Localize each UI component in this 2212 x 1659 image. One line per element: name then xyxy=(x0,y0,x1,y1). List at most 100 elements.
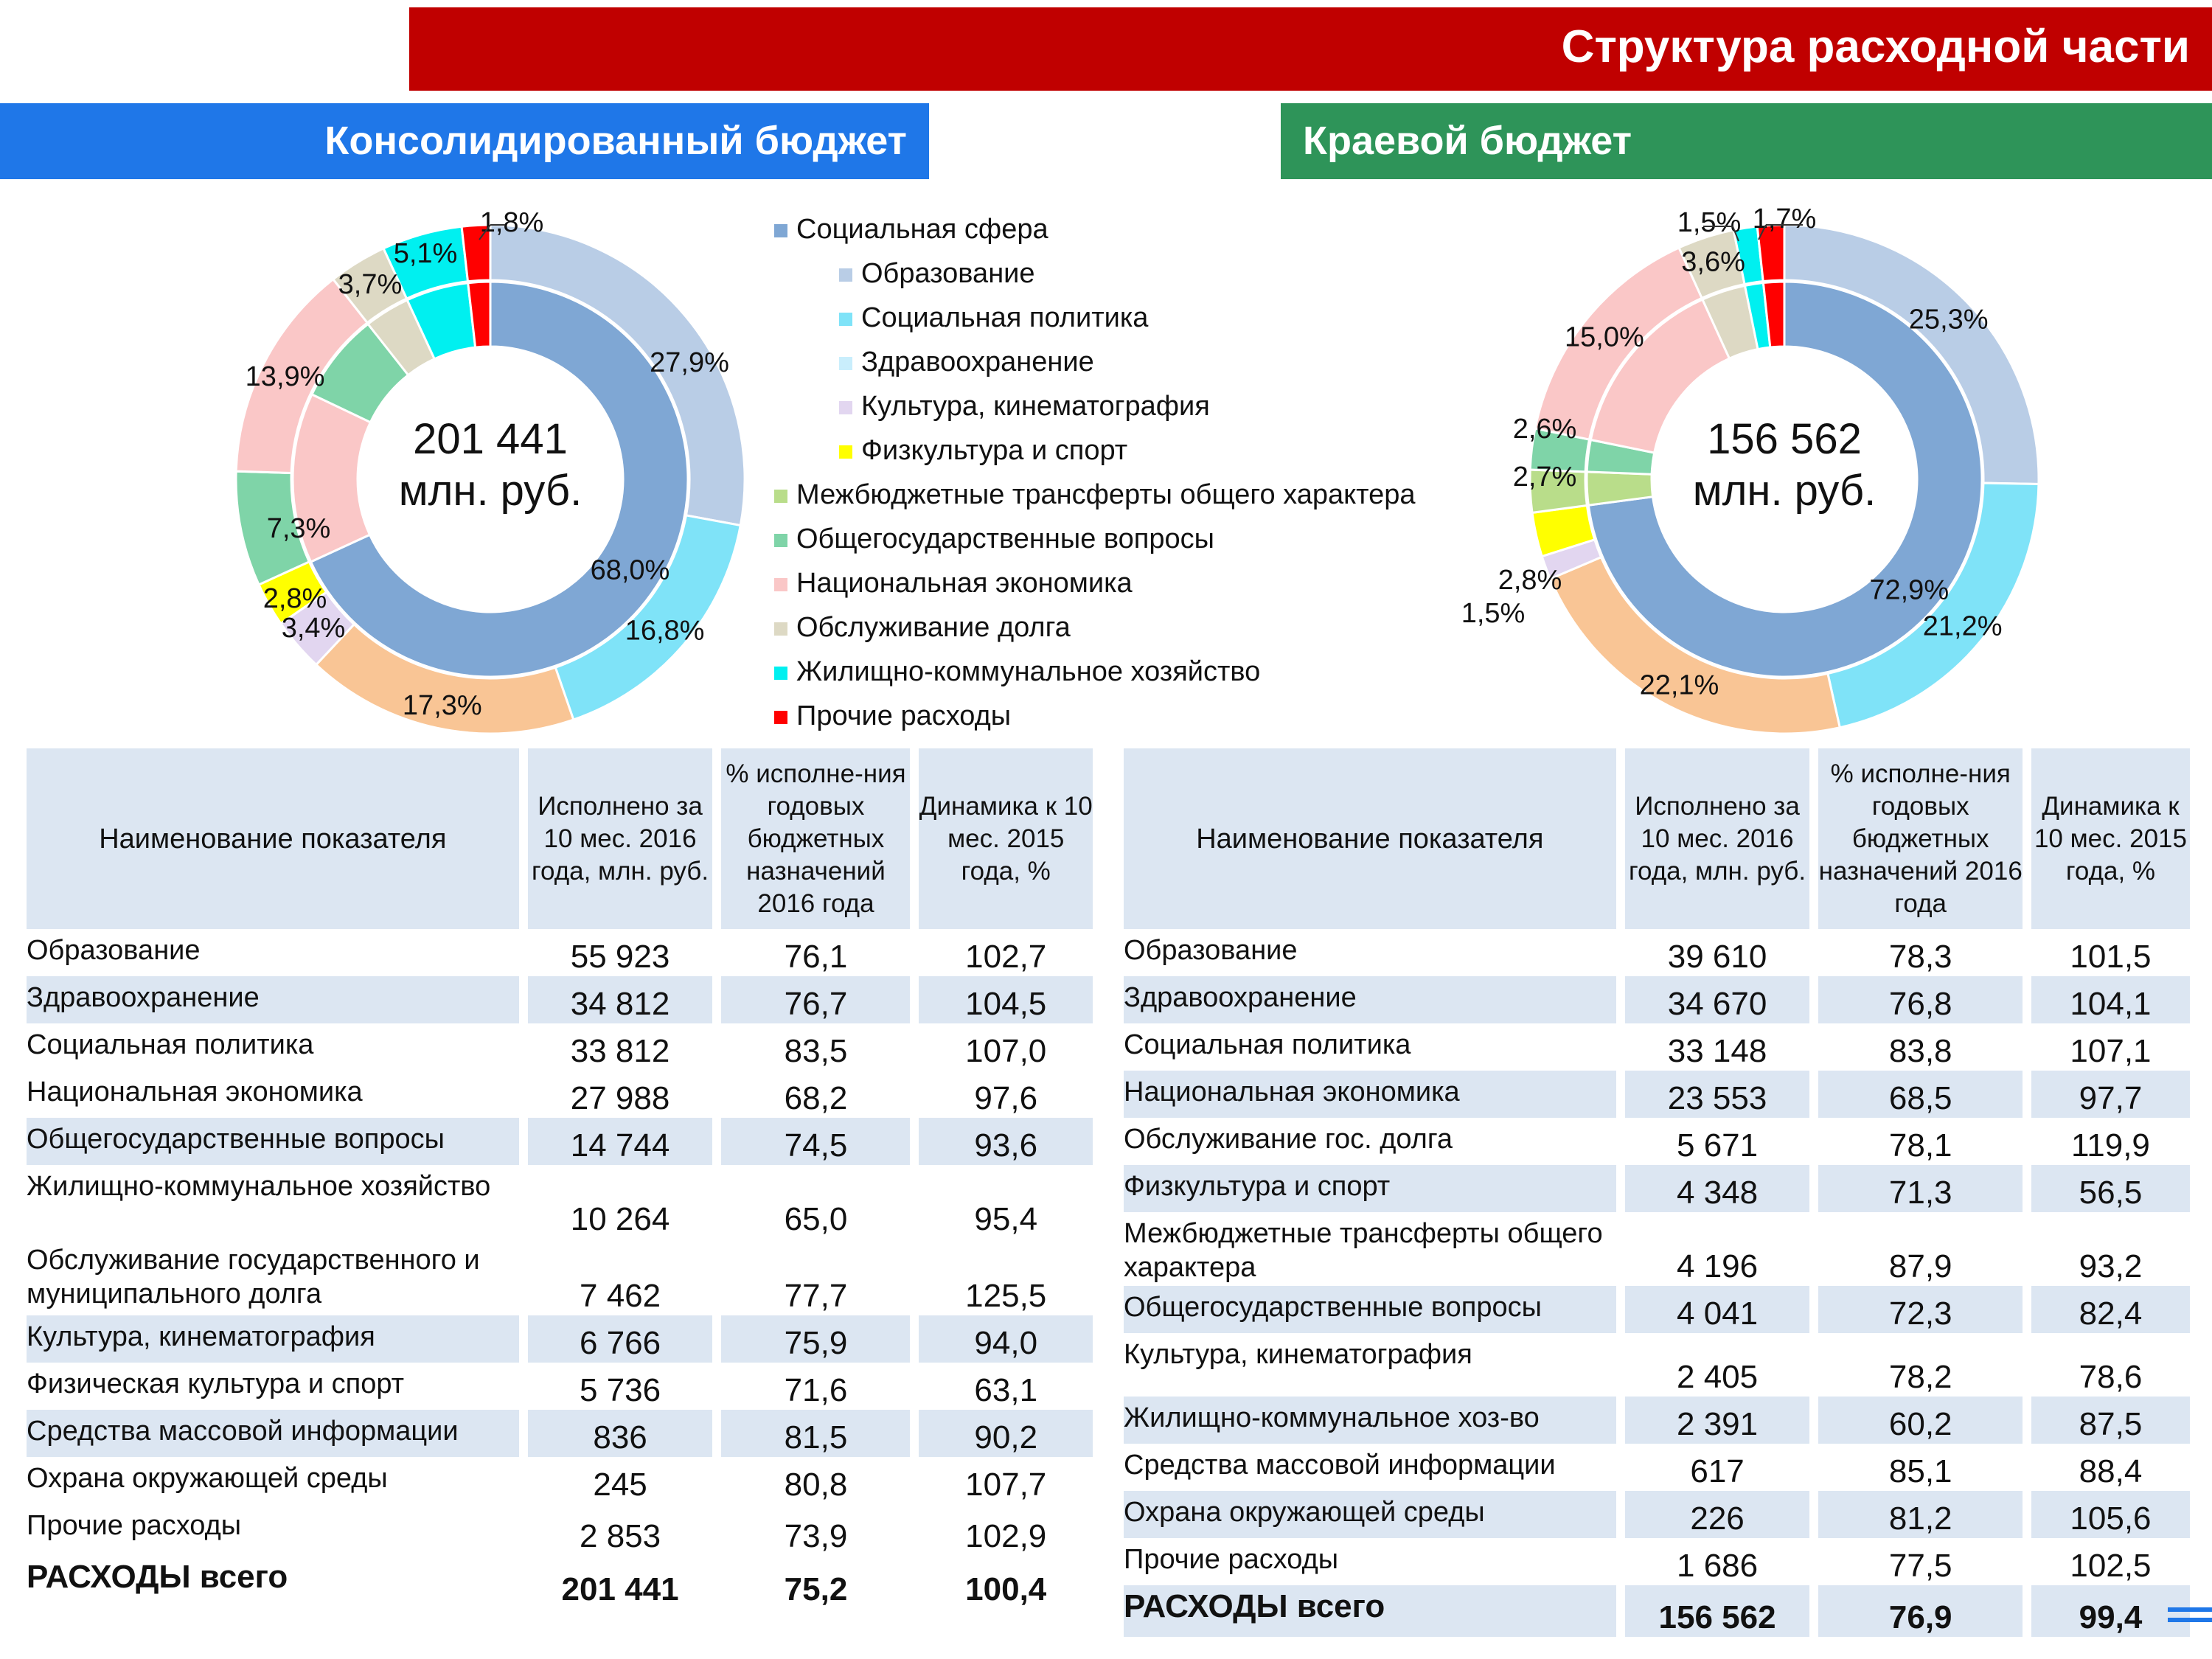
header-execution-percent: % исполне-ния годовых бюджетных назначен… xyxy=(721,748,911,929)
row-execution-percent: 81,2 xyxy=(1818,1491,2023,1538)
regional-budget-donut-chart: 156 562 млн. руб. 25,3%21,2%22,1%1,5%2,8… xyxy=(1461,204,2040,735)
total-dynamics-value: 100,4 xyxy=(965,1571,1047,1607)
total-execution-percent: 76,9 xyxy=(1818,1585,2023,1637)
legend-swatch xyxy=(774,711,787,724)
outer-slice-9 xyxy=(460,223,492,283)
row-dynamics-value: 119,9 xyxy=(2071,1127,2150,1164)
corner-decoration xyxy=(2168,1607,2212,1637)
row-dynamics-value: 90,2 xyxy=(919,1410,1093,1457)
row-executed-value: 5 736 xyxy=(580,1372,661,1408)
table-row: Средства массовой информации 617 85,1 88,4 xyxy=(1124,1444,2190,1491)
row-indicator-name: Национальная экономика xyxy=(27,1077,363,1107)
header-indicator-name: Наименование показателя xyxy=(1124,748,1616,929)
row-execution-percent: 76,7 xyxy=(721,976,911,1023)
outer-slice-label: 25,3% xyxy=(1909,304,1989,335)
row-execution-percent: 74,5 xyxy=(721,1118,911,1165)
legend-label: Обслуживание долга xyxy=(796,612,1071,643)
legend-swatch xyxy=(839,313,852,326)
total-executed-value: 156 562 xyxy=(1624,1585,1810,1637)
row-dynamics-value: 105,6 xyxy=(2031,1491,2190,1538)
row-indicator-name: Здравоохранение xyxy=(1124,976,1616,1023)
row-execution-percent: 68,2 xyxy=(784,1080,848,1116)
inner-slice-label: 68,0% xyxy=(591,554,670,585)
row-execution-percent: 71,3 xyxy=(1818,1165,2023,1212)
legend-swatch xyxy=(774,578,787,591)
table-row: Здравоохранение 34 812 76,7 104,5 xyxy=(27,976,1093,1023)
table-row: Прочие расходы 1 686 77,5 102,5 xyxy=(1124,1538,2190,1585)
legend-label: Социальная сфера xyxy=(796,214,1048,245)
row-executed-value: 226 xyxy=(1624,1491,1810,1538)
table-row: Охрана окружающей среды 226 81,2 105,6 xyxy=(1124,1491,2190,1538)
table-row: Средства массовой информации 836 81,5 90,2 xyxy=(27,1410,1093,1457)
row-dynamics-value: 93,2 xyxy=(2079,1248,2143,1284)
table-total-row: РАСХОДЫ всего 201 441 75,2 100,4 xyxy=(27,1556,1093,1609)
row-execution-percent: 80,8 xyxy=(784,1467,848,1503)
legend-label: Жилищно-коммунальное хозяйство xyxy=(796,656,1261,687)
legend-swatch xyxy=(774,534,787,547)
row-dynamics-value: 102,9 xyxy=(965,1518,1047,1554)
row-execution-percent: 71,6 xyxy=(784,1372,848,1408)
row-dynamics-value: 102,7 xyxy=(965,939,1047,975)
outer-slice-label: 5,1% xyxy=(394,238,458,269)
row-dynamics-value: 107,1 xyxy=(2070,1033,2152,1069)
row-executed-value: 14 744 xyxy=(527,1118,713,1165)
outer-slice-label: 22,1% xyxy=(1640,670,1719,701)
total-dynamics-value: 99,4 xyxy=(2031,1585,2190,1637)
outer-slice-label: 2,8% xyxy=(263,583,327,614)
table-row: Культура, кинематография 6 766 75,9 94,0 xyxy=(27,1315,1093,1363)
row-dynamics-value: 94,0 xyxy=(919,1315,1093,1363)
row-execution-percent: 78,2 xyxy=(1888,1359,1952,1395)
row-indicator-name: Образование xyxy=(27,935,201,966)
table-header-row: Наименование показателя Исполнено за 10 … xyxy=(1124,748,2190,929)
row-execution-percent: 78,1 xyxy=(1888,1127,1952,1164)
legend-swatch xyxy=(774,622,787,636)
row-executed-value: 10 264 xyxy=(570,1201,670,1237)
header-dynamics: Динамика к 10 мес. 2015 года, % xyxy=(2031,748,2190,929)
row-indicator-name: Межбюджетные трансферты общего характера xyxy=(1124,1218,1603,1283)
row-dynamics-value: 102,5 xyxy=(2070,1548,2152,1584)
row-dynamics-value: 63,1 xyxy=(974,1372,1038,1408)
outer-slice-label: 3,4% xyxy=(282,613,346,644)
row-executed-value: 617 xyxy=(1690,1453,1745,1489)
outer-slice-label: 1,5% xyxy=(1461,598,1526,629)
inner-slice-0 xyxy=(309,280,689,678)
row-execution-percent: 65,0 xyxy=(784,1201,848,1237)
legend-label: Здравоохранение xyxy=(861,347,1094,378)
center-unit: млн. руб. xyxy=(399,467,582,515)
legend-label: Культура, кинематография xyxy=(861,391,1210,422)
center-value: 156 562 xyxy=(1707,415,1862,463)
table-row: Межбюджетные трансферты общего характера… xyxy=(1124,1212,2190,1286)
legend-swatch xyxy=(774,667,787,680)
legend-label: Общегосударственные вопросы xyxy=(796,524,1214,554)
legend-swatch xyxy=(839,445,852,459)
row-executed-value: 245 xyxy=(593,1467,647,1503)
table-row: Физкультура и спорт 4 348 71,3 56,5 xyxy=(1124,1165,2190,1212)
outer-slice-0 xyxy=(489,223,746,527)
table-row: Здравоохранение 34 670 76,8 104,1 xyxy=(1124,976,2190,1023)
row-dynamics-value: 97,6 xyxy=(974,1080,1038,1116)
row-indicator-name: Общегосударственные вопросы xyxy=(27,1118,519,1165)
row-dynamics-value: 97,7 xyxy=(2031,1071,2190,1118)
row-execution-percent: 77,7 xyxy=(784,1278,848,1314)
row-indicator-name: Обслуживание гос. долга xyxy=(1124,1124,1453,1155)
row-dynamics-value: 56,5 xyxy=(2031,1165,2190,1212)
table-row: Национальная экономика 23 553 68,5 97,7 xyxy=(1124,1071,2190,1118)
row-indicator-name: Физическая культура и спорт xyxy=(27,1368,405,1399)
inner-slice-0 xyxy=(1587,280,1983,678)
row-execution-percent: 83,8 xyxy=(1888,1033,1952,1069)
legend-swatch xyxy=(839,401,852,414)
outer-slice-label: 1,5% xyxy=(1677,207,1742,238)
center-unit: млн. руб. xyxy=(1693,467,1877,515)
row-dynamics-value: 104,5 xyxy=(919,976,1093,1023)
total-label: РАСХОДЫ всего xyxy=(1124,1585,1616,1637)
consolidated-budget-title: Консолидированный бюджет xyxy=(324,119,907,163)
table-row: Прочие расходы 2 853 73,9 102,9 xyxy=(27,1504,1093,1556)
row-dynamics-value: 87,5 xyxy=(2031,1397,2190,1444)
outer-slice-label: 1,7% xyxy=(1753,204,1817,234)
header-indicator-name: Наименование показателя xyxy=(27,748,519,929)
row-execution-percent: 72,3 xyxy=(1818,1286,2023,1333)
row-indicator-name: Охрана окружающей среды xyxy=(1124,1491,1616,1538)
inner-slice-label: 72,9% xyxy=(1869,574,1949,605)
row-execution-percent: 87,9 xyxy=(1888,1248,1952,1284)
regional-budget-title: Краевой бюджет xyxy=(1303,119,1632,163)
